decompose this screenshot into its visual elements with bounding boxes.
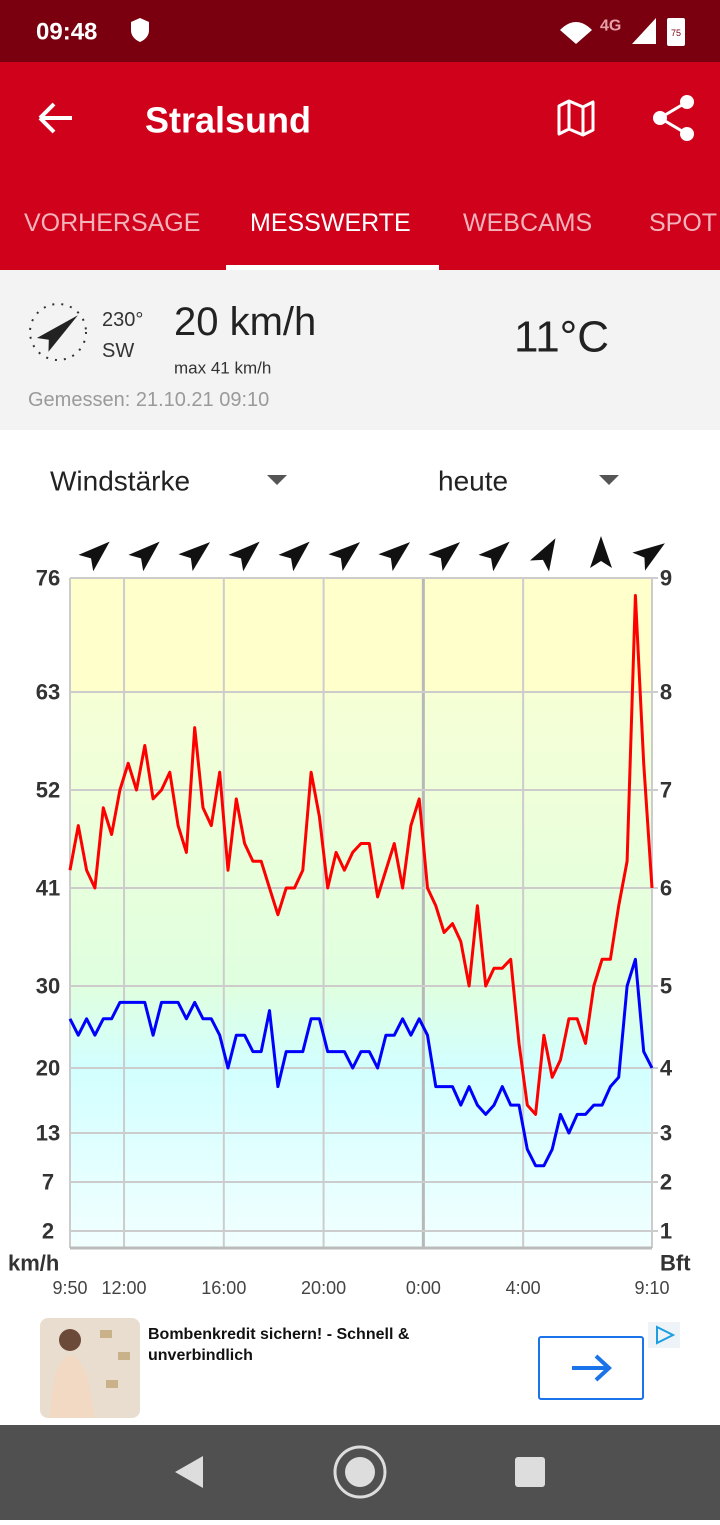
x-tick-label: 16:00 (201, 1278, 246, 1298)
wind-arrow (478, 541, 510, 572)
y2-tick-label: 6 (660, 876, 672, 901)
y-tick-label: 20 (36, 1056, 60, 1081)
wind-arrow (328, 542, 361, 572)
y-tick-label: 76 (36, 566, 60, 591)
plot-area (70, 578, 652, 1248)
shield-icon (131, 18, 149, 42)
tab[interactable]: VORHERSAGE (24, 209, 200, 237)
ad-title[interactable]: Bombenkredit sichern! - Schnell & unverb… (148, 1326, 410, 1364)
series-line (68, 594, 654, 1116)
y-tick-label: 30 (36, 974, 60, 999)
info-panel (0, 270, 720, 430)
y-axis-label: km/h (8, 1251, 59, 1276)
wind-arrow (228, 541, 260, 572)
dropdown-arrow (599, 475, 619, 485)
wind-arrow (78, 541, 110, 572)
y-tick-label: 63 (36, 680, 60, 705)
x-tick-label: 20:00 (301, 1278, 346, 1298)
y-tick-label: 41 (36, 876, 60, 901)
x-tick-label: 4:00 (506, 1278, 541, 1298)
status-bar (0, 0, 720, 62)
ad-arrow (572, 1354, 612, 1382)
y-tick-label: 2 (42, 1219, 54, 1244)
measured-time: Gemessen: 21.10.21 09:10 (28, 389, 269, 411)
dropdown-arrow (267, 475, 287, 485)
max-gust: max 41 km/h (174, 359, 271, 378)
battery-level: 75 (671, 28, 681, 38)
network-type: 4G (600, 18, 621, 35)
y2-tick-label: 2 (660, 1170, 672, 1195)
battery-icon (667, 18, 685, 46)
x-tick-label: 12:00 (102, 1278, 147, 1298)
chart: 9:50 12:00 16:00 20:00 0:00 4:00 9:10271320304… (8, 536, 691, 1298)
wind-arrow (632, 543, 665, 571)
y2-axis-label: Bft (660, 1251, 691, 1276)
parameter-select[interactable]: Windstärke (50, 466, 190, 497)
wind-arrow (428, 542, 461, 572)
wind-arrow (529, 538, 556, 572)
y2-tick-label: 1 (660, 1219, 672, 1244)
y2-tick-label: 4 (660, 1056, 673, 1081)
wind-arrow (128, 541, 160, 572)
nav-back[interactable] (175, 1456, 203, 1488)
tab-indicator (226, 265, 439, 270)
direction-name: SW (102, 340, 134, 362)
y2-tick-label: 3 (660, 1121, 672, 1146)
direction-deg: 230° (102, 309, 143, 331)
y2-tick-label: 9 (660, 566, 672, 591)
tab[interactable]: SPOT (649, 209, 717, 237)
wind-arrow (278, 541, 310, 572)
wind-arrow (378, 542, 411, 572)
x-tick-label: 9:50 (52, 1278, 87, 1298)
y-tick-label: 13 (36, 1121, 60, 1146)
y2-tick-label: 8 (660, 680, 672, 705)
ad-image (40, 1318, 140, 1418)
nav-home[interactable] (333, 1445, 387, 1499)
y2-tick-label: 5 (660, 974, 672, 999)
share-button[interactable] (653, 95, 694, 141)
tab-active[interactable]: MESSWERTE (250, 209, 411, 237)
wind-arrow (590, 536, 612, 568)
ad-choices-icon (656, 1325, 676, 1345)
app-bar (0, 62, 720, 270)
y-tick-label: 52 (36, 778, 60, 803)
x-tick-label: 9:10 (634, 1278, 669, 1298)
x-tick-label: 0:00 (406, 1278, 441, 1298)
temperature: 11°C (514, 313, 609, 362)
compass-icon (29, 303, 87, 361)
tab[interactable]: WEBCAMS (463, 209, 592, 237)
signal-icon (632, 18, 656, 44)
back-button[interactable] (38, 102, 72, 134)
period-select[interactable]: heute (438, 466, 508, 497)
wind-arrow (178, 542, 211, 572)
nav-recents[interactable] (515, 1457, 545, 1487)
y-tick-label: 7 (42, 1170, 54, 1195)
wind-speed: 20 km/h (174, 300, 316, 344)
series-line (68, 957, 654, 1168)
app-title: Stralsund (145, 100, 311, 141)
wifi-icon (560, 22, 592, 44)
map-button[interactable] (557, 99, 595, 137)
y2-tick-label: 7 (660, 778, 672, 803)
status-time: 09:48 (36, 19, 97, 46)
nav-home-dot (345, 1457, 375, 1487)
